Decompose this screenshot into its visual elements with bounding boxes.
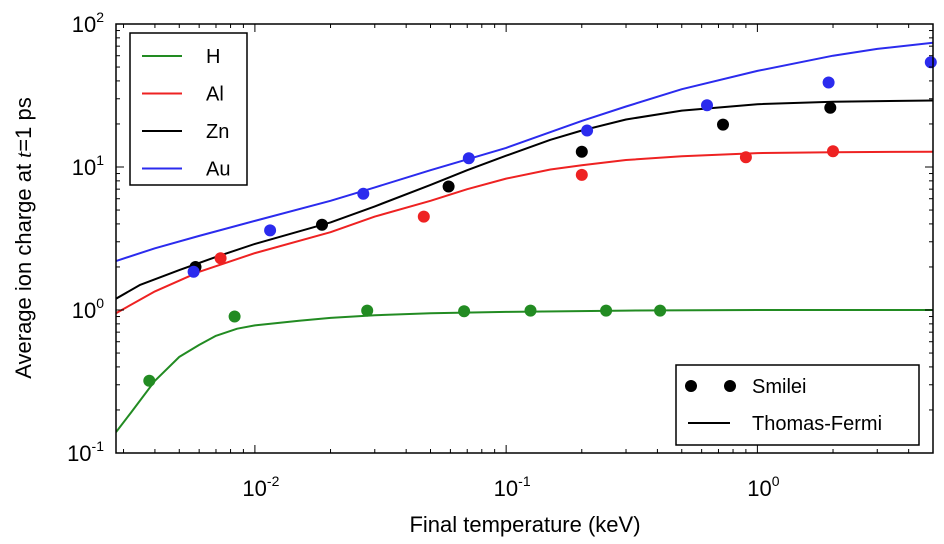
legend-marker-2 (724, 380, 736, 392)
point-h-3 (361, 304, 374, 317)
point-zn-3 (442, 180, 455, 193)
curve-h (116, 309, 933, 433)
point-al-4 (739, 151, 752, 164)
legend-label-smilei: Smilei (752, 376, 806, 398)
point-al-1 (214, 252, 227, 265)
x-tick-label: 10-2 (242, 473, 279, 501)
axis-ticks (116, 24, 934, 454)
legend-marker-1 (685, 380, 697, 392)
x-tick-label: 10-1 (494, 473, 531, 501)
y-tick-label: 10-1 (67, 438, 104, 466)
point-au-3 (357, 187, 370, 200)
point-zn-6 (824, 101, 837, 114)
y-axis-label-var: t (11, 151, 36, 158)
y-axis-label-prefix: Average ion charge at (11, 158, 36, 379)
point-h-5 (524, 304, 537, 317)
y-tick-label: 101 (72, 152, 104, 180)
point-au-2 (264, 224, 277, 237)
point-al-2 (417, 210, 430, 223)
point-zn-2 (316, 218, 328, 231)
simulation-points (143, 56, 937, 387)
point-al-5 (827, 145, 839, 158)
y-axis-label-suffix: ps (11, 97, 36, 126)
point-al-3 (575, 168, 588, 181)
legend-label-au: Au (206, 159, 230, 181)
point-au-5 (581, 124, 594, 137)
y-tick-label: 100 (72, 295, 104, 323)
point-au-1 (187, 265, 200, 278)
point-h-7 (654, 304, 667, 317)
legend-elements-box (129, 32, 248, 186)
point-h-2 (228, 310, 241, 323)
y-tick-label: 102 (72, 9, 104, 37)
legend-label-h: H (206, 46, 220, 68)
point-zn-4 (575, 145, 588, 158)
point-au-4 (462, 152, 475, 165)
plot-frame (115, 23, 934, 454)
y-axis-label: Average ion charge at t=1 ps (11, 97, 36, 379)
legend-label-thomas-fermi: Thomas-Fermi (752, 413, 882, 435)
point-h-6 (600, 304, 613, 317)
y-axis-label-eq: =1 (11, 127, 36, 152)
point-h-4 (458, 305, 471, 318)
x-axis-label: Final temperature (keV) (409, 512, 640, 537)
point-au-7 (822, 76, 835, 89)
legend-methods-box (675, 364, 920, 446)
curve-au (116, 41, 933, 262)
legend-elements: H Al Zn Au (129, 32, 248, 186)
point-h-1 (143, 374, 156, 387)
point-au-6 (701, 99, 713, 112)
legend-label-al: Al (206, 84, 224, 106)
x-tick-label: 100 (747, 473, 779, 501)
axis-tick-labels: 10-2 10-1 100 10-1 100 101 102 (67, 9, 780, 501)
legend-label-zn: Zn (206, 121, 229, 143)
point-zn-5 (717, 118, 729, 131)
point-au-8 (924, 56, 937, 69)
legend-methods: Smilei Thomas-Fermi (675, 364, 920, 446)
